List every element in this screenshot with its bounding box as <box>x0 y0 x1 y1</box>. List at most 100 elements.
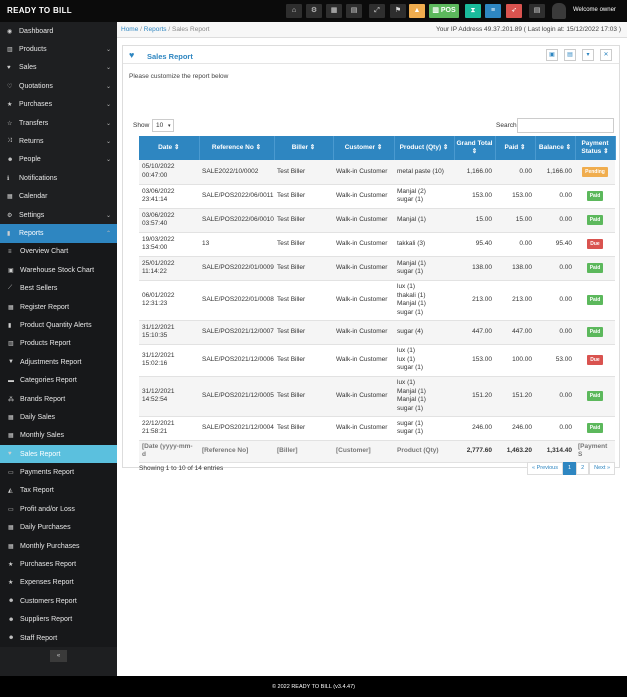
column-header[interactable]: Balance ⇕ <box>535 136 576 160</box>
footer-customer-cell[interactable]: [Customer] <box>333 439 394 463</box>
page-length-select[interactable]: 10 ▾ <box>152 119 174 132</box>
table-row[interactable]: 22/12/2021 21:58:21 SALE/POS2021/12/0004 T… <box>139 416 615 441</box>
toggle-form-icon[interactable]: ▾ <box>582 49 594 61</box>
calculator-icon[interactable]: ▦ <box>326 4 342 18</box>
collapse-icon[interactable]: « <box>50 649 67 662</box>
reference-cell: SALE/POS2022/06/0010 <box>199 208 274 233</box>
breadcrumb-reports[interactable]: Reports <box>143 26 167 33</box>
sidebar-item-returns[interactable]: ⤨ Returns ⌄ <box>0 132 117 150</box>
sidebar-item-daily-sales[interactable]: ▦ Daily Sales <box>0 408 117 426</box>
home-icon[interactable]: ⌂ <box>286 4 302 18</box>
search-input[interactable] <box>517 118 614 133</box>
sidebar-item-adjustments-report[interactable]: ▼ Adjustments Report <box>0 353 117 371</box>
calendar-icon: ▦ <box>7 194 13 201</box>
rocket-icon[interactable]: ➶ <box>506 4 522 18</box>
list-icon[interactable]: ≡ <box>485 4 501 18</box>
reference-cell: SALE/POS2021/12/0005 <box>199 376 274 417</box>
sidebar-item-customers-report[interactable]: ☻ Customers Report <box>0 592 117 610</box>
image-export-icon[interactable]: ▣ <box>546 49 558 61</box>
footer-products-cell[interactable]: Product (Qty) <box>394 439 454 463</box>
alert-icon[interactable]: ▲ <box>409 4 425 18</box>
avatar[interactable] <box>552 3 566 19</box>
sidebar-item-label: Product Quantity Alerts <box>20 321 92 329</box>
sidebar-item-categories-report[interactable]: ▬ Categories Report <box>0 371 117 389</box>
column-header[interactable]: Date ⇕ <box>139 136 200 160</box>
table-row[interactable]: 19/03/2022 13:54:00 13 Test Biller Walk-in … <box>139 232 615 257</box>
sidebar-item-suppliers-report[interactable]: ☻ Suppliers Report <box>0 611 117 629</box>
sidebar-item-warehouse-stock-chart[interactable]: ▣ Warehouse Stock Chart <box>0 261 117 279</box>
table-row[interactable]: 06/01/2022 12:31:23 SALE/POS2022/01/0008 T… <box>139 280 615 321</box>
pagination-next[interactable]: Next » <box>589 462 616 475</box>
pagination-previous[interactable]: « Previous <box>527 462 563 475</box>
welcome-text[interactable]: Welcome owner <box>573 7 616 13</box>
sidebar-item-daily-purchases[interactable]: ▦ Daily Purchases <box>0 519 117 537</box>
sidebar-item-sales-report[interactable]: ♥ Sales Report <box>0 444 117 464</box>
sidebar-item-settings[interactable]: ⚙ Settings ⌄ <box>0 206 117 224</box>
column-header[interactable]: Customer ⇕ <box>333 136 395 160</box>
calendar-icon[interactable]: ▤ <box>346 4 362 18</box>
hourglass-icon[interactable]: ⧗ <box>465 4 481 18</box>
column-header[interactable]: Reference No ⇕ <box>199 136 275 160</box>
sidebar-item-products-report[interactable]: ▥ Products Report <box>0 335 117 353</box>
balance-cell: 0.00 <box>535 256 575 281</box>
sidebar-item-overview-chart[interactable]: ≡ Overview Chart <box>0 243 117 261</box>
date-cell: 22/12/2021 21:58:21 <box>139 416 199 441</box>
sidebar-item-purchases[interactable]: ★ Purchases ⌄ <box>0 96 117 114</box>
expand-icon[interactable]: ⤢ <box>369 4 385 18</box>
column-header[interactable]: Grand Total ⇕ <box>454 136 496 160</box>
sidebar-item-profit-and-or-loss[interactable]: ▭ Profit and/or Loss <box>0 500 117 518</box>
sidebar-item-expenses-report[interactable]: ★ Expenses Report <box>0 574 117 592</box>
sidebar-item-calendar[interactable]: ▦ Calendar <box>0 188 117 206</box>
sidebar-item-monthly-purchases[interactable]: ▦ Monthly Purchases <box>0 537 117 555</box>
table-row[interactable]: 25/01/2022 11:14:22 SALE/POS2022/01/0009 T… <box>139 256 615 281</box>
reference-cell: 13 <box>199 232 274 257</box>
file-export-icon[interactable]: ▤ <box>564 49 576 61</box>
footer-ref-cell[interactable]: [Reference No] <box>199 439 274 463</box>
sidebar-item-product-quantity-alerts[interactable]: ▮ Product Quantity Alerts <box>0 316 117 334</box>
sidebar-item-register-report[interactable]: ▦ Register Report <box>0 298 117 316</box>
column-header[interactable]: Payment Status ⇕ <box>575 136 616 160</box>
heart-outline-icon: ♡ <box>7 83 13 90</box>
heart-icon: ♥ <box>8 451 12 458</box>
footer-biller-cell[interactable]: [Biller] <box>274 439 333 463</box>
footer-grand-cell: 2,777.60 <box>454 439 495 463</box>
column-label: Paid <box>504 144 519 151</box>
sidebar-item-products[interactable]: ▥ Products ⌄ <box>0 40 117 58</box>
sidebar-item-payments-report[interactable]: ▭ Payments Report <box>0 463 117 481</box>
column-label: Balance <box>538 144 564 151</box>
column-header[interactable]: Paid ⇕ <box>495 136 536 160</box>
sidebar-item-quotations[interactable]: ♡ Quotations ⌄ <box>0 77 117 95</box>
table-row[interactable]: 31/12/2021 14:52:54 SALE/POS2021/12/0005 T… <box>139 376 615 417</box>
column-header[interactable]: Biller ⇕ <box>274 136 334 160</box>
sidebar-item-label: Calendar <box>19 193 48 201</box>
footer-status-cell[interactable]: [Payment S <box>575 439 615 463</box>
table-row[interactable]: 31/12/2021 15:10:35 SALE/POS2021/12/0007 T… <box>139 320 615 345</box>
close-icon[interactable]: ✕ <box>600 49 612 61</box>
sidebar-item-monthly-sales[interactable]: ▦ Monthly Sales <box>0 427 117 445</box>
sidebar-item-dashboard[interactable]: ◉ Dashboard <box>0 22 117 40</box>
sidebar-item-tax-report[interactable]: ◭ Tax Report <box>0 482 117 500</box>
table-row[interactable]: 03/06/2022 23:41:14 SALE/POS2022/06/0011 T… <box>139 184 615 209</box>
flag-icon[interactable]: ⚑ <box>390 4 406 18</box>
table-row[interactable]: 31/12/2021 15:02:16 SALE/POS2021/12/0006 T… <box>139 344 615 377</box>
sidebar-item-notifications[interactable]: ℹ Notifications <box>0 169 117 187</box>
table-row[interactable]: 03/06/2022 03:57:40 SALE/POS2022/06/0010 T… <box>139 208 615 233</box>
sidebar-item-staff-report[interactable]: ☻ Staff Report <box>0 629 117 647</box>
table-row[interactable]: 05/10/2022 00:47:00 SALE2022/10/0002 Test … <box>139 160 615 185</box>
sidebar-item-purchases-report[interactable]: ★ Purchases Report <box>0 555 117 573</box>
brand-logo[interactable]: READY TO BILL <box>7 6 72 15</box>
sidebar-item-sales[interactable]: ♥ Sales ⌄ <box>0 59 117 77</box>
column-header[interactable]: Product (Qty) ⇕ <box>394 136 455 160</box>
sidebar-item-brands-report[interactable]: ⁂ Brands Report <box>0 390 117 408</box>
sidebar-item-transfers[interactable]: ☆ Transfers ⌄ <box>0 114 117 132</box>
pos-icon[interactable]: ▥ POS <box>429 4 459 18</box>
sidebar-item-best-sellers[interactable]: ⟋ Best Sellers <box>0 279 117 297</box>
sidebar-item-reports[interactable]: ▮ Reports ⌃ <box>0 224 117 243</box>
pagination-page-1[interactable]: 1 <box>563 462 577 475</box>
sidebar-item-people[interactable]: ☻ People ⌄ <box>0 151 117 169</box>
footer-date-cell[interactable]: [Date (yyyy-mm-d <box>139 439 199 463</box>
pagination-page-2[interactable]: 2 <box>576 462 590 475</box>
gear-icon[interactable]: ⚙ <box>306 4 322 18</box>
menu-icon[interactable]: ▤ <box>529 4 545 18</box>
breadcrumb-home[interactable]: Home <box>121 26 139 33</box>
